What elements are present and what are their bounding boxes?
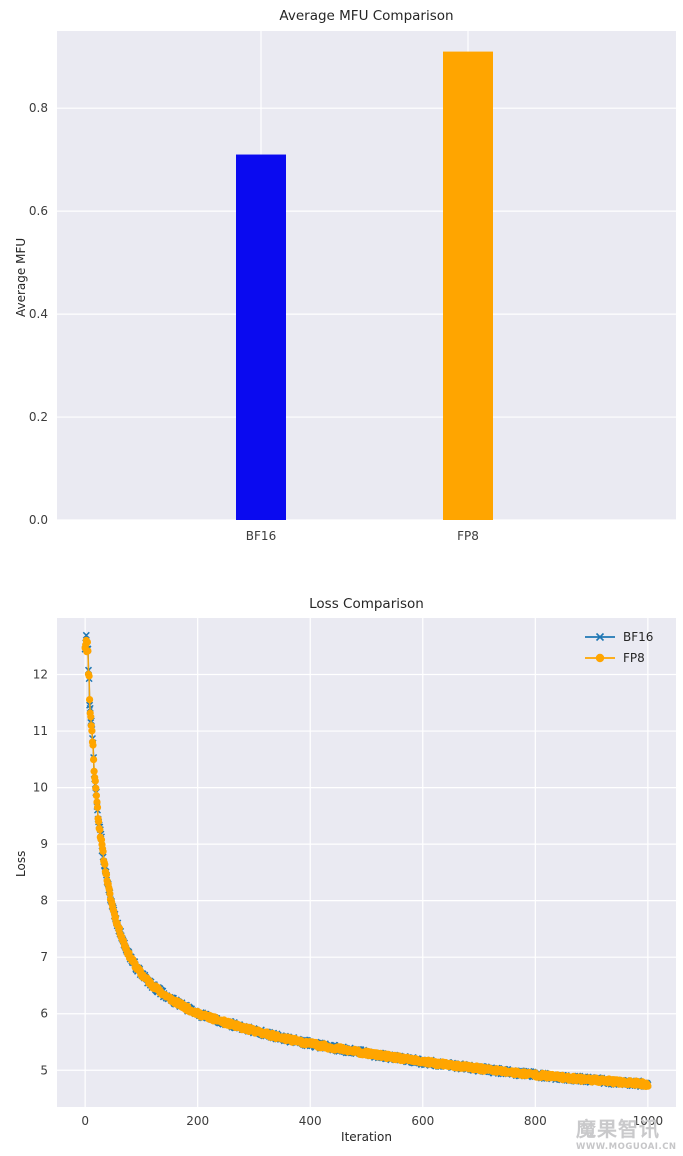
legend-item-fp8: FP8: [584, 647, 653, 668]
loss-x-axis-label: Iteration: [341, 1130, 392, 1144]
plot-area: [57, 618, 676, 1107]
mfu-y-axis-label: Average MFU: [14, 237, 28, 317]
loss-chart-title: Loss Comparison: [309, 596, 424, 612]
legend-marker-fp8-icon: [585, 653, 615, 662]
mfu-bar-chart: 0.0 0.2 0.4 0.6 0.8 BF16 FP8: [29, 31, 676, 543]
y-tick-label: 8: [40, 894, 48, 908]
bar-bf16: [236, 154, 286, 520]
x-tick-label: BF16: [246, 529, 276, 543]
legend-dot-marker: [595, 653, 605, 662]
x-tick-label: 400: [299, 1114, 322, 1128]
y-tick-label: 0.4: [29, 307, 48, 321]
y-tick-label: 5: [40, 1063, 48, 1077]
y-tick-label: 9: [40, 837, 48, 851]
x-tick-label: 1000: [633, 1114, 664, 1128]
x-tick-label: FP8: [457, 529, 479, 543]
legend-item-bf16: BF16: [584, 626, 653, 647]
loss-line-chart: 5 6 7 8 9 10 11 12 0 200 400 600 800 1000: [33, 618, 676, 1128]
loss-y-axis-label: Loss: [14, 850, 28, 877]
x-tick-label: 0: [81, 1114, 89, 1128]
bar-fp8: [443, 51, 493, 520]
watermark-url: WWW.MOGUOAI.CN: [576, 1142, 677, 1152]
x-tick-label: 800: [524, 1114, 547, 1128]
y-tick-label: 0.2: [29, 410, 48, 424]
watermark: 魔果智讯 WWW.MOGUOAI.CN: [576, 1119, 682, 1152]
legend-label: BF16: [623, 629, 654, 644]
legend-marker-bf16-icon: [585, 632, 615, 641]
x-tick-label: 200: [186, 1114, 209, 1128]
mfu-chart-title: Average MFU Comparison: [279, 8, 454, 24]
y-tick-label: 0.0: [29, 513, 48, 527]
legend: BF16 FP8: [584, 626, 653, 668]
y-tick-label: 11: [33, 724, 48, 738]
y-tick-label: 0.6: [29, 204, 48, 218]
y-tick-label: 6: [40, 1007, 48, 1021]
plot-area: [57, 31, 676, 520]
y-tick-label: 7: [40, 950, 48, 964]
legend-label: FP8: [623, 650, 645, 665]
legend-x-marker: [595, 632, 605, 641]
x-tick-label: 600: [411, 1114, 434, 1128]
y-tick-label: 0.8: [29, 101, 48, 115]
y-tick-label: 12: [33, 668, 48, 682]
y-tick-label: 10: [33, 781, 48, 795]
watermark-brand: 魔果智讯: [576, 1117, 660, 1141]
